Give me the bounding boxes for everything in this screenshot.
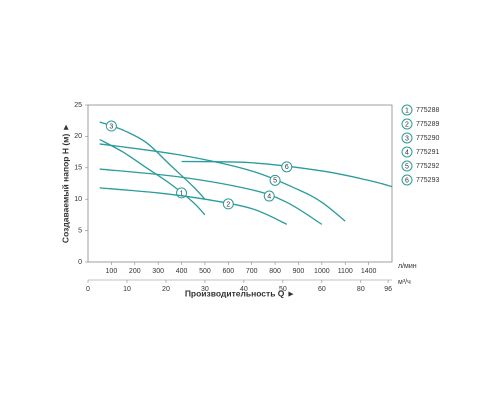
curve	[99, 168, 323, 225]
legend-marker	[401, 118, 413, 130]
x-axis-title: Производительность Q ►	[185, 288, 295, 298]
legend-label: 775289	[416, 121, 439, 128]
x2-tick-label: 20	[162, 286, 170, 293]
x-tick-label: 1000	[314, 268, 330, 275]
curve	[181, 160, 393, 188]
x-tick-label: 400	[176, 268, 188, 275]
x-tick-label: 1400	[361, 268, 377, 275]
curve-marker	[222, 198, 234, 210]
plot-area	[87, 104, 393, 263]
curve-marker	[281, 161, 293, 173]
legend-number: 3	[405, 135, 409, 142]
x2-tick-label: 96	[384, 286, 392, 293]
curve-label: 3	[109, 123, 113, 130]
x2-tick-label: 50	[279, 286, 287, 293]
y-tick-label: 25	[74, 102, 82, 109]
curve-label: 2	[226, 201, 230, 208]
x2-tick-label: 60	[318, 286, 326, 293]
x-tick-label: 200	[129, 268, 141, 275]
legend-number: 6	[405, 177, 409, 184]
curve	[99, 121, 206, 200]
x-tick-label: 100	[106, 268, 118, 275]
legend-marker	[401, 174, 413, 186]
curve	[99, 138, 206, 216]
y-tick-label: 15	[74, 165, 82, 172]
x-tick-label: 800	[269, 268, 281, 275]
curve-marker	[269, 174, 281, 186]
x-tick-label: 500	[199, 268, 211, 275]
x-tick-label: 600	[222, 268, 234, 275]
legend-label: 775290	[416, 135, 439, 142]
x2-tick-label: 0	[86, 286, 90, 293]
y-tick-label: 20	[74, 133, 82, 140]
x-tick-label: 1100	[338, 268, 353, 275]
curve-marker	[105, 120, 117, 132]
legend-label: 775288	[416, 107, 439, 114]
legend-number: 1	[405, 107, 409, 114]
curve-label: 4	[267, 193, 271, 200]
y-tick-label: 0	[78, 259, 82, 266]
curve-marker	[263, 190, 275, 202]
legend-marker	[401, 160, 413, 172]
legend-label: 775292	[416, 163, 439, 170]
legend-number: 5	[405, 163, 409, 170]
legend-number: 4	[405, 149, 409, 156]
curve-label: 1	[180, 190, 184, 197]
x-tick-label: 900	[293, 268, 305, 275]
x-tick-label: 300	[152, 268, 164, 275]
curve-label: 6	[285, 164, 289, 171]
y-tick-label: 10	[74, 196, 82, 203]
x2-unit: м³/ч	[398, 279, 411, 286]
legend-number: 2	[405, 121, 409, 128]
legend-marker	[401, 104, 413, 116]
y-tick-label: 5	[78, 227, 82, 234]
y-axis-title: Создаваемый напор Н (м) ►	[60, 123, 70, 243]
curve	[99, 143, 346, 222]
legend-marker	[401, 146, 413, 158]
legend-label: 775291	[416, 149, 439, 156]
legend-label: 775293	[416, 177, 439, 184]
x2-tick-label: 10	[123, 286, 131, 293]
curve-label: 5	[273, 178, 277, 185]
x2-tick-label: 80	[357, 286, 365, 293]
x-tick-label: 700	[246, 268, 258, 275]
legend-marker	[401, 132, 413, 144]
x2-tick-label: 40	[240, 286, 248, 293]
x2-tick-label: 30	[201, 286, 209, 293]
x-unit: л/мин	[398, 263, 417, 270]
